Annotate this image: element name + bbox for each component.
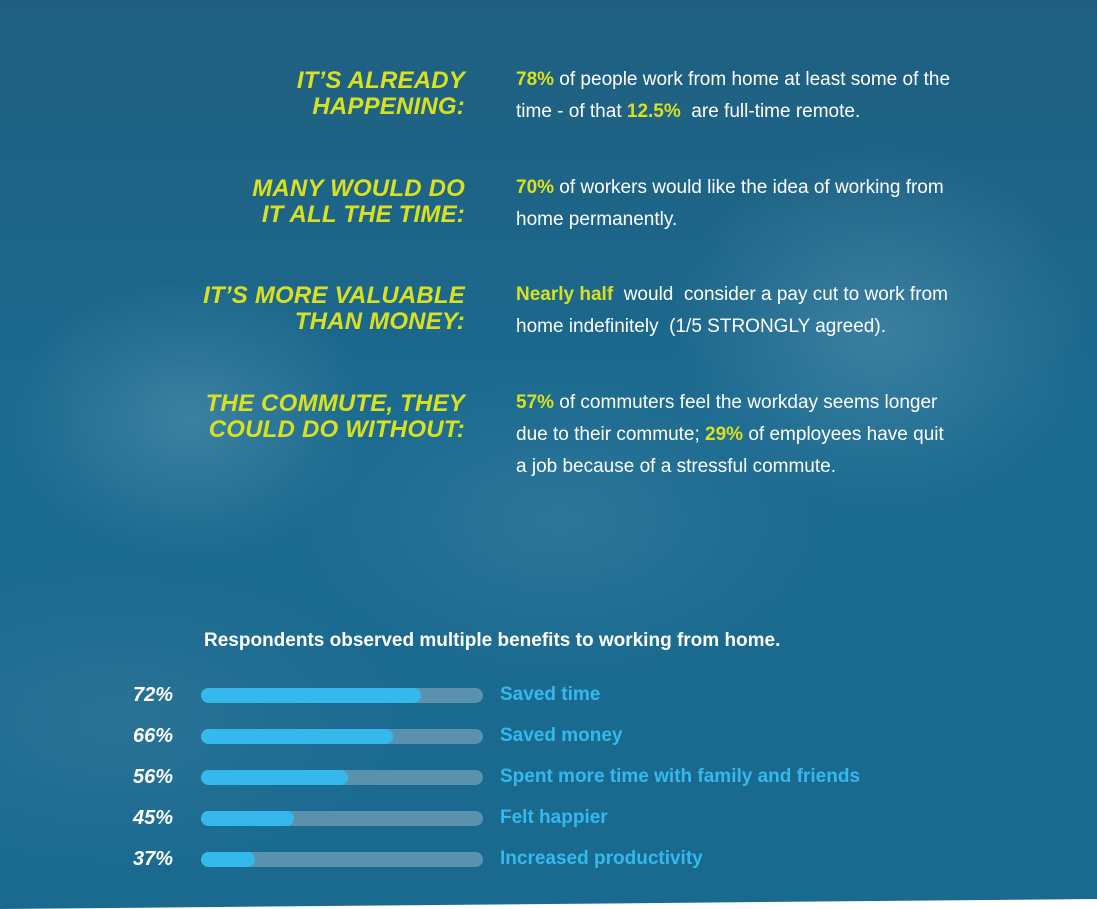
- stat-heading-line: IT ALL THE TIME:: [261, 201, 465, 228]
- benefits-title: Respondents observed multiple benefits t…: [204, 630, 781, 651]
- bar-category-label: Saved time: [500, 684, 601, 705]
- stat-highlight: 70%: [516, 177, 555, 198]
- bar-fill: [201, 852, 255, 867]
- bar-category-label: Spent more time with family and friends: [500, 766, 861, 787]
- stat-text: of employees have quit a job because of …: [516, 424, 950, 477]
- stat-highlight: Nearly half: [516, 284, 614, 305]
- benefit-bar-row: 66% Saved money: [0, 722, 1097, 752]
- bar-category-label: Saved money: [500, 725, 623, 746]
- bar-track: [201, 729, 483, 744]
- bar-track: [201, 770, 483, 785]
- stat-heading: THE COMMUTE, THEY COULD DO WITHOUT:: [165, 391, 465, 443]
- stat-highlight: 29%: [705, 424, 744, 445]
- bar-track: [201, 852, 483, 867]
- bar-fill: [201, 729, 393, 744]
- stat-text: are full-time remote.: [680, 101, 861, 122]
- stat-description: 57% of commuters feel the workday seems …: [516, 387, 956, 483]
- stat-heading-line: THE COMMUTE, THEY: [205, 390, 465, 417]
- bar-fill: [201, 770, 348, 785]
- bar-category-label: Felt happier: [500, 807, 608, 828]
- stat-heading-line: IT’S ALREADY: [296, 67, 465, 94]
- bar-value-label: 56%: [133, 766, 174, 788]
- stat-highlight: 78%: [516, 69, 555, 90]
- stat-heading-line: THAN MONEY:: [294, 308, 465, 335]
- bar-track: [201, 811, 483, 826]
- bar-fill: [201, 688, 421, 703]
- stat-text: of workers would like the idea of workin…: [516, 177, 949, 230]
- stat-description: Nearly half would consider a pay cut to …: [516, 279, 956, 343]
- bar-value-label: 37%: [133, 848, 174, 870]
- benefit-bar-row: 72% Saved time: [0, 681, 1097, 711]
- bar-category-label: Increased productivity: [500, 848, 703, 869]
- bar-value-label: 45%: [133, 807, 174, 829]
- stat-heading-line: HAPPENING:: [312, 93, 465, 120]
- stat-highlight: 12.5%: [626, 101, 681, 122]
- stat-description: 78% of people work from home at least so…: [516, 64, 956, 128]
- stat-text: of commuters feel the workday seems long…: [516, 392, 943, 445]
- benefit-bar-row: 56% Spent more time with family and frien…: [0, 763, 1097, 793]
- bar-value-label: 66%: [133, 725, 174, 747]
- page-edge: [0, 899, 1097, 909]
- stat-heading-line: MANY WOULD DO: [252, 175, 465, 202]
- stat-description: 70% of workers would like the idea of wo…: [516, 172, 956, 236]
- stat-heading-line: IT’S MORE VALUABLE: [203, 282, 465, 309]
- stat-text: would consider a pay cut to work from ho…: [516, 284, 954, 337]
- benefit-bar-row: 45% Felt happier: [0, 804, 1097, 834]
- stat-heading: IT’S MORE VALUABLE THAN MONEY:: [165, 283, 465, 335]
- stat-text: of people work from home at least some o…: [516, 69, 956, 122]
- bar-track: [201, 688, 483, 703]
- benefit-bar-row: 37% Increased productivity: [0, 845, 1097, 875]
- stat-highlight: 57%: [516, 392, 555, 413]
- bar-fill: [201, 811, 294, 826]
- bar-value-label: 72%: [133, 684, 174, 706]
- stat-heading-line: COULD DO WITHOUT:: [208, 416, 465, 443]
- stat-heading: MANY WOULD DO IT ALL THE TIME:: [165, 176, 465, 228]
- stat-heading: IT’S ALREADY HAPPENING:: [165, 68, 465, 120]
